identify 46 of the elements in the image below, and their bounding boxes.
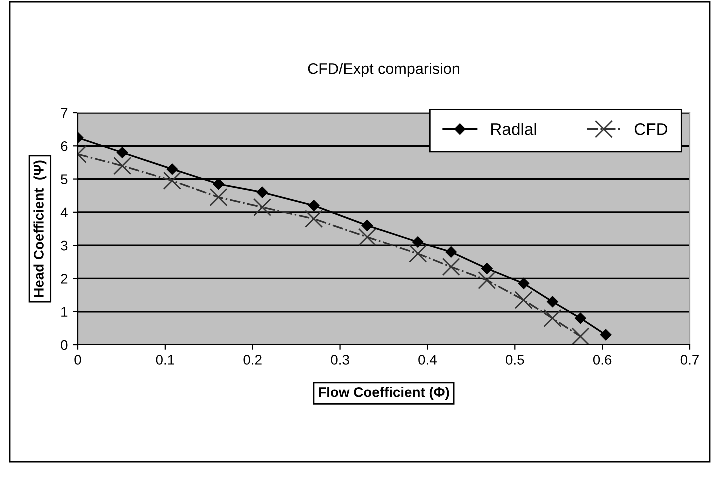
x-tick-label: 0.3 [331,355,350,365]
legend-label: Radlal [492,123,536,136]
point [308,200,320,212]
x-tick-label: 0.4 [418,355,437,365]
y-tick-label: 7 [61,108,68,118]
y-tick-label: 1 [62,307,68,317]
point [478,271,496,290]
y-tick-label: 6 [61,141,68,152]
point [442,258,460,276]
x-tick-label: 0.6 [593,355,612,365]
x-tick-label: 0.1 [156,355,174,365]
y-tick-label: 5 [61,174,68,184]
point [572,328,590,345]
point [409,244,428,263]
x-tick-label: 0 [74,355,82,365]
legend-label: CFD [634,124,668,136]
point [547,296,558,308]
point [518,278,530,290]
x-tick-label: 0.7 [680,355,699,365]
point [166,164,178,175]
point [362,220,373,232]
point [482,263,493,274]
y-tick-label: 0 [61,340,68,350]
point [575,312,586,324]
point [210,188,228,207]
point [163,172,182,190]
point [544,309,562,328]
point [116,147,128,158]
point [412,236,424,248]
x-tick-label: 0.2 [244,355,262,365]
y-tick-label: 4 [60,208,68,218]
x-axis-title: Flow Coefficient (Φ) [319,387,450,400]
y-tick-label: 2 [61,274,68,284]
point [358,228,376,246]
point [114,157,132,176]
point [256,186,268,198]
point [446,246,457,258]
x-tick-label: 0.5 [506,355,524,365]
y-tick-label: 3 [61,240,68,251]
point [600,329,612,341]
chart-title: CFD/Expt comparision [308,63,460,78]
y-axis-title: Head Coefficient (Ψ) [34,160,47,297]
point [253,198,272,216]
point [514,291,533,310]
point [213,178,224,190]
point [305,210,324,228]
